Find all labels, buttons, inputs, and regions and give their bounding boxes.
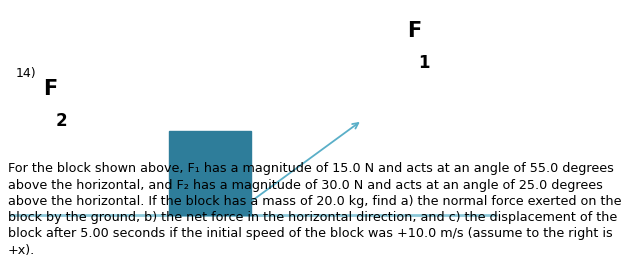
- Text: $\bf{F}$: $\bf{F}$: [43, 79, 58, 99]
- Text: $\bf{F}$: $\bf{F}$: [406, 21, 421, 41]
- Text: For the block shown above, F₁ has a magnitude of 15.0 N and acts at an angle of : For the block shown above, F₁ has a magn…: [8, 162, 614, 176]
- Text: +x).: +x).: [8, 244, 35, 257]
- Text: 14): 14): [15, 67, 36, 80]
- Text: $\bf{1}$: $\bf{1}$: [419, 54, 431, 72]
- Text: above the horizontal, and F₂ has a magnitude of 30.0 N and acts at an angle of 2: above the horizontal, and F₂ has a magni…: [8, 179, 602, 192]
- Text: block by the ground, b) the net force in the horizontal direction, and c) the di: block by the ground, b) the net force in…: [8, 211, 617, 224]
- Text: above the horizontal. If the block has a mass of 20.0 kg, find a) the normal for: above the horizontal. If the block has a…: [8, 195, 621, 208]
- Text: $\bf{2}$: $\bf{2}$: [56, 112, 68, 129]
- Bar: [169, 131, 251, 215]
- Text: block after 5.00 seconds if the initial speed of the block was +10.0 m/s (assume: block after 5.00 seconds if the initial …: [8, 227, 612, 241]
